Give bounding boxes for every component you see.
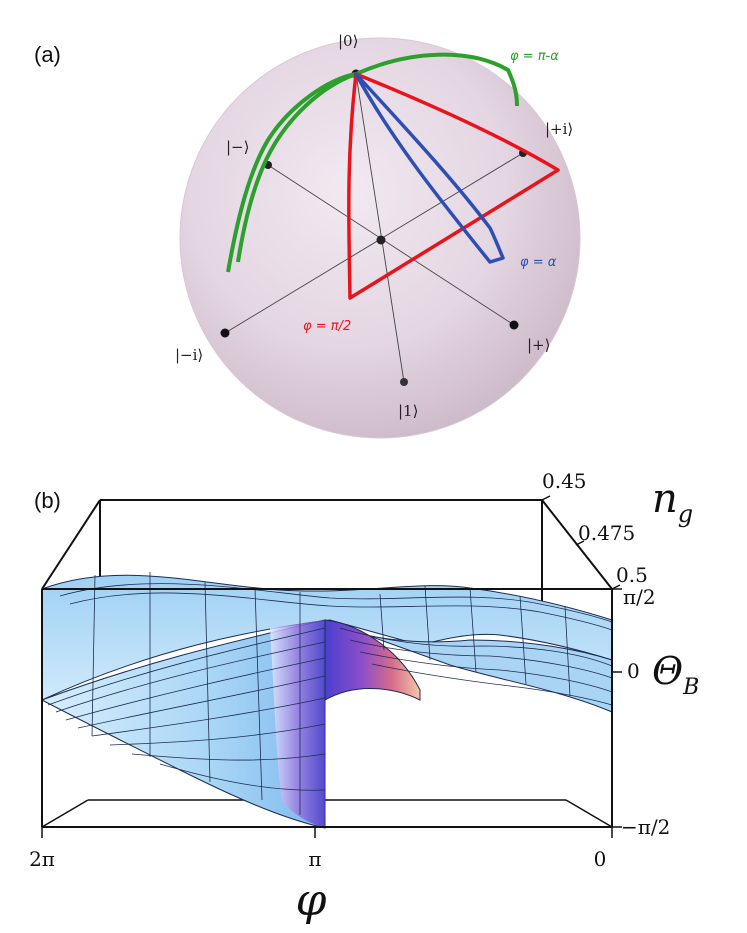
phi-tick-0: 0	[594, 847, 607, 871]
label-curve-pi-minus-alpha: φ = π-α	[510, 49, 559, 64]
theta-axis-title-main: Θ	[652, 649, 683, 693]
trajectory-pi-over-2	[347, 72, 560, 300]
ng-axis-title: ng	[652, 476, 693, 528]
box-edge-bottom-left	[41, 799, 89, 828]
ng-tick-045: 0.45	[542, 469, 587, 493]
ng-tick-0475: 0.475	[578, 521, 635, 545]
theta-axis-title: ΘB	[652, 649, 699, 700]
ng-tick-05: 0.5	[616, 563, 648, 587]
label-state-minus-i: |−i⟩	[175, 346, 203, 364]
x-axis-line	[267, 164, 515, 326]
y-axis-line	[224, 152, 524, 334]
label-state-plus-i: |+i⟩	[545, 120, 573, 138]
theta-tick-minus-pi-over-2: −π/2	[621, 815, 670, 839]
state-minus-i-point	[220, 328, 230, 338]
label-state-one: |1⟩	[398, 402, 418, 420]
theta-axis-title-sub: B	[682, 675, 699, 700]
panel-a-bloch-sphere: (a) |0⟩ |1⟩ |−⟩ |+⟩ |+i⟩ |−i⟩ φ = π-α φ …	[34, 32, 581, 439]
phi-tick-pi: π	[308, 847, 321, 871]
sphere-center-point	[376, 235, 386, 245]
surface-left-front	[40, 619, 326, 829]
ng-axis-title-sub: g	[678, 500, 693, 528]
surface-mesh-longitudinal	[47, 583, 613, 791]
phi-axis-title: φ	[296, 875, 327, 926]
panel-b-label: (b)	[34, 488, 61, 513]
trajectory-alpha	[354, 72, 505, 264]
theta-tick-0: 0	[627, 659, 640, 683]
surface-cliff	[270, 620, 325, 828]
ng-axis-title-main: n	[652, 476, 678, 522]
box-edge-top-left	[41, 499, 101, 590]
theta-tick-pi-over-2: π/2	[623, 585, 656, 609]
state-plus-point	[509, 320, 519, 330]
trajectory-pi-minus-alpha-1	[226, 72, 357, 273]
label-curve-pi-over-2: φ = π/2	[303, 319, 351, 334]
z-axis-line	[355, 73, 405, 383]
trajectory-pi-minus-alpha-2	[236, 72, 357, 263]
state-one-point	[400, 378, 408, 386]
surface-mesh-transverse	[91, 572, 571, 815]
label-curve-alpha: φ = α	[520, 255, 557, 270]
surface-wall	[324, 619, 421, 701]
phi-tick-2pi: 2π	[29, 847, 55, 871]
panel-b-surface-plot: (b)	[29, 469, 699, 926]
label-state-plus: |+⟩	[527, 336, 550, 354]
panel-a-label: (a)	[34, 42, 61, 67]
trajectory-pi-minus-alpha-3	[355, 52, 519, 107]
label-state-minus: |−⟩	[226, 138, 249, 156]
box-edge-bottom-right	[565, 799, 613, 828]
tick-marks	[41, 495, 622, 838]
label-state-zero: |0⟩	[338, 32, 358, 50]
